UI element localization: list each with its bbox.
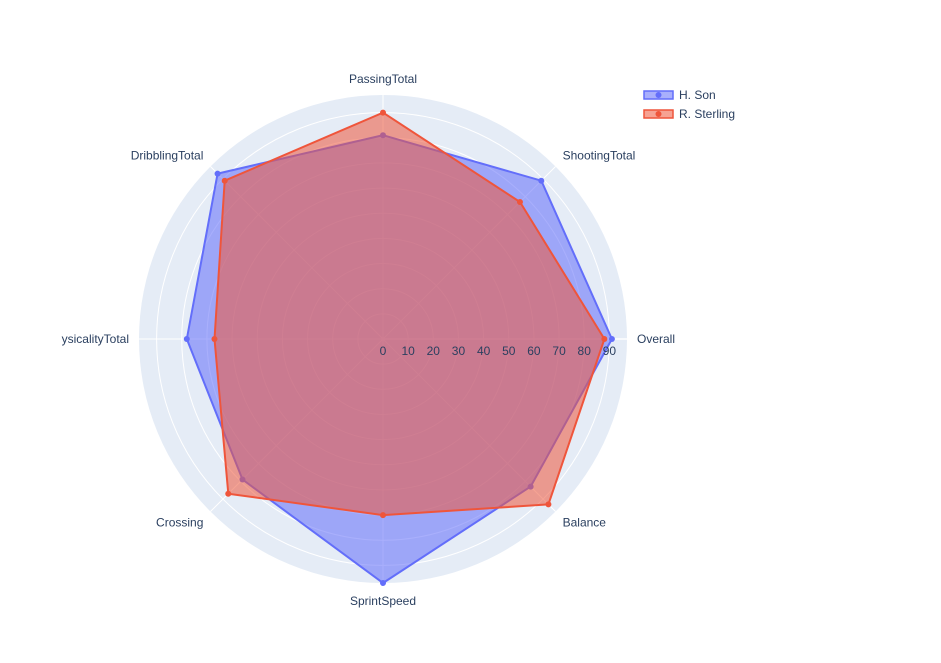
category-label: Overall (637, 332, 675, 346)
data-point (601, 336, 608, 342)
category-label: SprintSpeed (350, 594, 416, 608)
legend-marker (655, 92, 662, 98)
radial-tick-label: 50 (502, 344, 516, 358)
data-point (214, 170, 221, 177)
category-label: DribblingTotal (131, 148, 204, 162)
radial-tick-label: 90 (603, 344, 617, 358)
category-label: ShootingTotal (563, 148, 636, 162)
data-point (545, 501, 552, 508)
series-r-sterling (211, 109, 608, 519)
data-point (538, 177, 545, 184)
radial-tick-label: 10 (401, 344, 415, 358)
category-label: PassingTotal (349, 72, 417, 86)
data-point (516, 199, 523, 206)
legend-label: H. Son (679, 88, 716, 102)
radial-tick-label: 40 (477, 344, 491, 358)
data-point (183, 336, 190, 342)
legend-item[interactable]: H. Son (643, 88, 716, 102)
legend-item[interactable]: R. Sterling (643, 107, 735, 121)
radial-tick-labels: 0 10 20 30 40 50 60 70 80 90 (380, 344, 617, 358)
data-point (221, 177, 228, 184)
radial-tick-label: 60 (527, 344, 541, 358)
radial-tick-label: 80 (578, 344, 592, 358)
angular-axis-labels: Overall ShootingTotal PassingTotal Dribblin… (62, 72, 675, 608)
legend-label: R. Sterling (679, 107, 735, 121)
category-label: ysicalityTotal (62, 332, 129, 346)
radial-tick-label: 70 (552, 344, 566, 358)
legend-marker (655, 111, 662, 117)
radial-tick-label: 30 (452, 344, 466, 358)
data-point (225, 490, 232, 497)
category-label: Crossing (156, 516, 203, 530)
data-point (380, 109, 386, 116)
data-point (380, 512, 386, 519)
legend: H. Son R. Sterling (643, 88, 735, 121)
data-point (211, 336, 218, 342)
data-point (380, 580, 386, 586)
data-point (608, 336, 615, 342)
category-label: Balance (563, 516, 607, 530)
series-layer (183, 109, 615, 586)
radial-tick-label: 0 (380, 344, 387, 358)
radial-tick-label: 20 (427, 344, 441, 358)
